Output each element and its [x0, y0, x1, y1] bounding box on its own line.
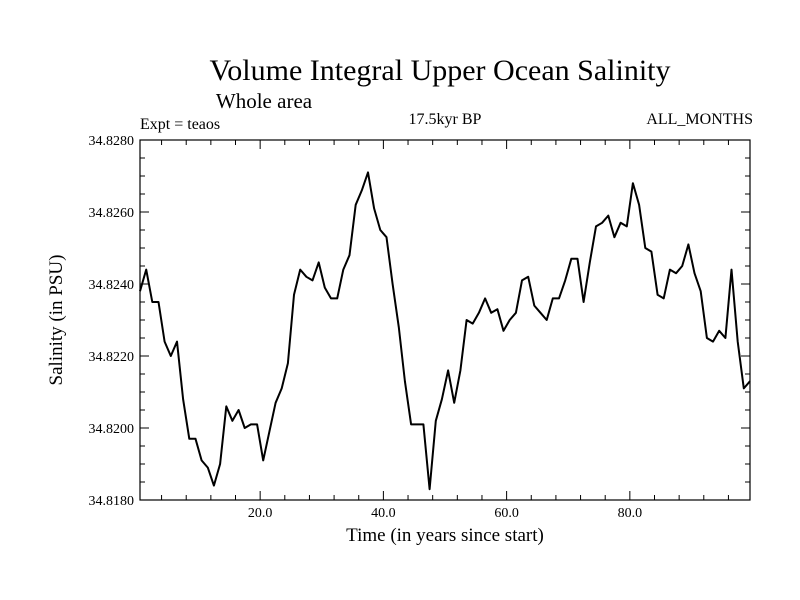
axis-ticks: 34.8180 34.8200 34.8220 34.8240 34.8260 34.82…: [89, 134, 750, 521]
chart-title: Volume Integral Upper Ocean Salinity: [210, 54, 671, 87]
y-tick-label: 34.8240: [89, 278, 135, 293]
y-axis-label: Salinity (in PSU): [46, 255, 67, 386]
y-tick-label: 34.8260: [89, 206, 135, 221]
x-tick-label: 20.0: [248, 506, 273, 521]
y-tick-label: 34.8220: [89, 350, 135, 365]
x-tick-label: 60.0: [494, 506, 519, 521]
chart-subtitle: Whole area: [216, 89, 313, 113]
period-label: 17.5kyr BP: [409, 111, 482, 128]
salinity-series-line: [139, 171, 751, 491]
y-tick-label: 34.8180: [89, 494, 135, 509]
x-tick-label: 80.0: [618, 506, 643, 521]
y-tick-label: 34.8200: [89, 422, 135, 437]
months-label: ALL_MONTHS: [646, 111, 753, 128]
experiment-label: Expt = teaos: [140, 116, 220, 133]
x-axis-label: Time (in years since start): [346, 525, 544, 546]
y-tick-label: 34.8280: [89, 134, 135, 149]
plot-frame: [139, 139, 751, 501]
x-tick-label: 40.0: [371, 506, 396, 521]
